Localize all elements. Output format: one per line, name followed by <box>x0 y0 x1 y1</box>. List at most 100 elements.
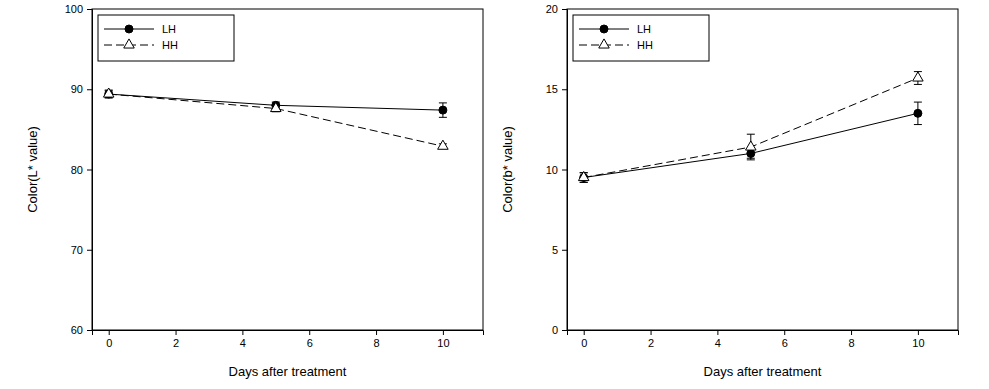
series-point <box>914 109 922 117</box>
x-tick: 2 <box>648 330 654 349</box>
legend-entry: HH <box>579 39 653 51</box>
x-tick-label: 2 <box>648 337 654 349</box>
x-tick-mark <box>376 330 377 335</box>
plot-marks <box>103 88 448 149</box>
error-bar-cap <box>747 159 755 160</box>
error-bar <box>439 103 447 117</box>
y-tick: 5 <box>552 244 567 256</box>
x-tick-mark <box>784 330 785 335</box>
x-axis-line <box>93 331 484 336</box>
error-bar-cap <box>439 102 447 103</box>
y-axis: 0 5 10 15 20 <box>546 3 568 336</box>
x-tick-label: 8 <box>848 337 854 349</box>
x-axis-line <box>568 331 959 336</box>
series-point <box>438 140 449 149</box>
y-tick-mark <box>87 250 92 251</box>
y-tick: 90 <box>71 83 92 95</box>
x-tick-label: 10 <box>912 337 924 349</box>
x-tick: 6 <box>782 330 788 349</box>
x-tick-label: 8 <box>373 337 379 349</box>
legend-entry: LH <box>104 23 176 35</box>
x-tick: 8 <box>848 330 854 349</box>
x-tick: 0 <box>581 330 587 349</box>
legend-label: LH <box>162 23 176 35</box>
y-tick-label: 60 <box>71 324 83 336</box>
y-tick-label: 80 <box>71 164 83 176</box>
x-tick-label: 0 <box>106 337 112 349</box>
y-tick: 80 <box>71 164 92 176</box>
series-line <box>584 78 918 178</box>
y-tick: 70 <box>71 244 92 256</box>
y-tick-label: 0 <box>552 324 558 336</box>
error-bar-cap <box>580 182 588 183</box>
y-tick: 10 <box>546 164 567 176</box>
y-tick-label: 90 <box>71 83 83 95</box>
chart-panel: 024681005101520Days after treatmentColor… <box>500 3 959 379</box>
legend-entry: HH <box>104 39 178 51</box>
x-axis: 0246810 <box>93 330 484 349</box>
error-bar-cap <box>914 102 922 103</box>
error-bar <box>914 102 922 124</box>
x-tick-mark <box>309 330 310 335</box>
y-tick: 20 <box>546 3 567 15</box>
x-axis: 0 2 4 6 8 10 <box>568 330 959 349</box>
x-tick-mark <box>851 330 852 335</box>
x-tick-label: 10 <box>437 337 449 349</box>
x-tick-mark <box>717 330 718 335</box>
error-bar-cap <box>580 182 588 183</box>
x-tick-label: 0 <box>581 337 587 349</box>
x-tick: 6 <box>307 330 313 349</box>
y-tick-label: 100 <box>65 3 83 15</box>
series-point <box>439 106 447 114</box>
chart-canvas: 024681060708090100Days after treatmentCo… <box>0 0 989 389</box>
error-bar-cap <box>747 134 755 135</box>
y-axis: 60 70 80 90 100 <box>65 3 93 336</box>
y-tick-label: 10 <box>546 164 558 176</box>
error-bar-cap <box>914 124 922 125</box>
legend-entry: LH <box>579 23 651 35</box>
x-tick-label: 6 <box>782 337 788 349</box>
y-tick-label: 70 <box>71 244 83 256</box>
plot-marks <box>578 72 923 183</box>
legend-marker <box>600 25 608 33</box>
x-tick-label: 6 <box>307 337 313 349</box>
y-tick-mark <box>562 9 567 10</box>
y-tick-mark <box>562 89 567 90</box>
error-bar-cap <box>914 84 922 85</box>
x-tick-label: 2 <box>173 337 179 349</box>
series-line <box>109 94 443 146</box>
x-tick-mark <box>242 330 243 335</box>
y-tick-mark <box>87 9 92 10</box>
x-tick: 4 <box>715 330 721 349</box>
y-tick-mark <box>562 250 567 251</box>
y-tick: 60 <box>71 324 92 336</box>
x-tick-label: 4 <box>715 337 721 349</box>
x-tick-mark <box>443 330 444 335</box>
y-tick-mark <box>87 89 92 90</box>
legend-marker <box>125 25 133 33</box>
x-tick-mark <box>584 330 585 335</box>
y-axis-line <box>87 10 93 331</box>
y-tick: 15 <box>546 83 567 95</box>
plot-frame <box>567 9 958 330</box>
x-tick-mark <box>109 330 110 335</box>
y-tick-mark <box>87 330 92 331</box>
x-tick: 0 <box>106 330 112 349</box>
y-tick: 0 <box>552 324 567 336</box>
legend: LH HH <box>573 15 709 61</box>
plot-frame <box>92 9 483 330</box>
y-tick-mark <box>562 170 567 171</box>
y-tick: 100 <box>65 3 92 15</box>
y-tick-mark <box>562 330 567 331</box>
x-tick-mark <box>176 330 177 335</box>
y-tick-label: 20 <box>546 3 558 15</box>
y-tick-mark <box>87 170 92 171</box>
chart-panel: 024681060708090100Days after treatmentCo… <box>25 3 484 379</box>
error-bar-cap <box>105 98 113 99</box>
legend-marker <box>599 39 610 48</box>
series-point <box>271 102 282 111</box>
error-bar-cap <box>439 117 447 118</box>
legend-box <box>573 15 709 61</box>
y-tick-label: 15 <box>546 83 558 95</box>
x-tick-mark <box>651 330 652 335</box>
